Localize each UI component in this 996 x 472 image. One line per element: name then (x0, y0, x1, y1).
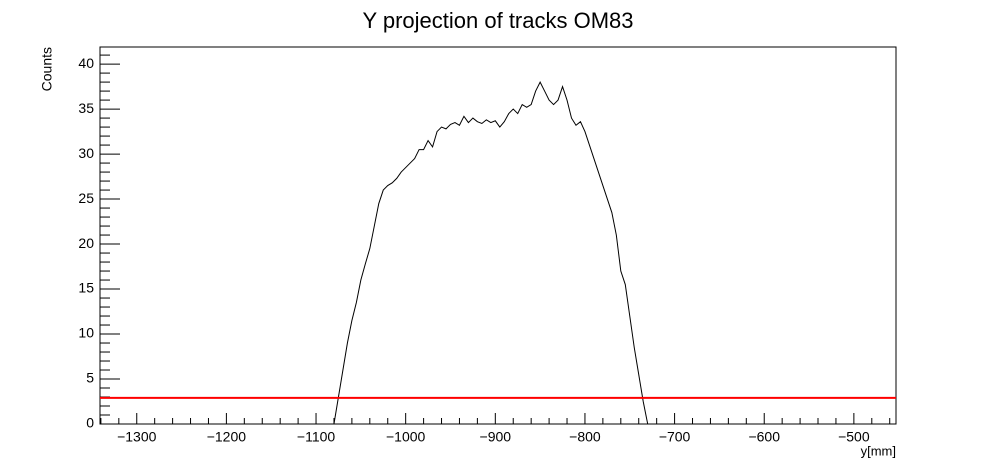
data-line (333, 80, 649, 425)
chart-title: Y projection of tracks OM83 (362, 8, 633, 33)
x-tick-label: −600 (748, 429, 780, 445)
y-tick-label: 5 (86, 370, 94, 386)
x-tick-label: −800 (569, 429, 601, 445)
x-tick-label: −1100 (297, 429, 335, 445)
y-tick-label: 10 (78, 325, 94, 341)
x-tick-label: −900 (480, 429, 512, 445)
y-axis-label: Counts (39, 47, 55, 91)
y-tick-label: 35 (78, 100, 94, 116)
x-tick-label: −700 (659, 429, 691, 445)
y-tick-label: 0 (86, 415, 94, 431)
x-tick-label: −1300 (117, 429, 157, 445)
x-tick-label: −1200 (207, 429, 247, 445)
y-tick-label: 30 (78, 145, 94, 161)
x-tick-label: −1000 (386, 429, 426, 445)
y-tick-label: 20 (78, 235, 94, 251)
y-tick-label: 15 (78, 280, 94, 296)
y-tick-label: 25 (78, 190, 94, 206)
x-axis-label: y[mm] (861, 443, 896, 458)
y-tick-label: 40 (78, 55, 94, 71)
x-tick-label: −500 (838, 429, 870, 445)
